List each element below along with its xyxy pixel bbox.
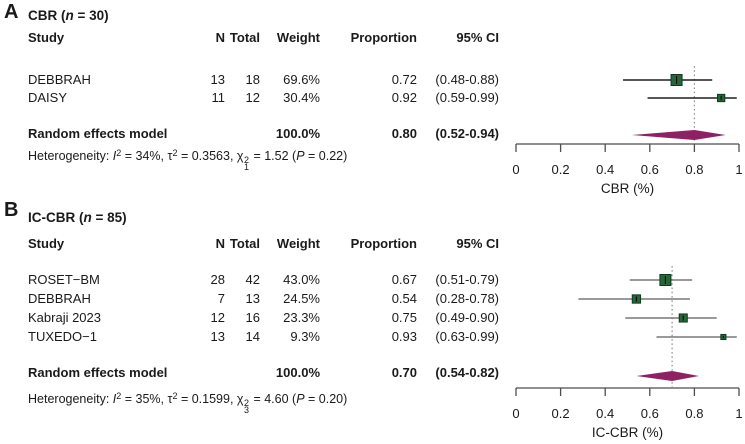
axis-tick-label: 0.8 <box>685 406 703 421</box>
cell-study: Random effects model <box>28 365 168 380</box>
cell-total: 13 <box>245 291 260 306</box>
cell-proportion: 0.80 <box>391 126 417 141</box>
cell-study: TUXEDO−1 <box>28 329 97 344</box>
cell-n: 7 <box>217 291 225 306</box>
panel-label: B <box>4 199 19 221</box>
cell-study: Random effects model <box>28 126 168 141</box>
column-header-proportion: Proportion <box>350 236 417 251</box>
axis-tick-label: 0 <box>512 406 519 421</box>
cell-weight: 23.3% <box>283 310 320 325</box>
cell-ci: (0.28-0.78) <box>435 291 499 306</box>
pooled-diamond <box>631 130 726 140</box>
axis-tick-label: 1 <box>735 406 742 421</box>
column-header-weight: Weight <box>276 30 320 45</box>
column-header-n: N <box>215 236 225 251</box>
column-header-total: Total <box>229 236 260 251</box>
cell-total: 18 <box>245 72 260 87</box>
column-header-ci: 95% CI <box>456 236 499 251</box>
forest-plot-svg: 0 0.2 0.4 0.6 0.8 1 CBR (%) <box>512 66 743 196</box>
cell-ci: (0.49-0.90) <box>435 310 499 325</box>
cell-weight: 100.0% <box>275 365 320 380</box>
axis-tick-label: 0 <box>512 162 519 177</box>
axis-tick-label: 0.2 <box>552 406 570 421</box>
forest-plot-svg: 0 0.2 0.4 0.6 0.8 1 IC-CBR (%) <box>512 266 743 440</box>
axis-tick-label: 1 <box>735 162 742 177</box>
pooled-diamond <box>636 371 699 381</box>
cell-ci: (0.59-0.99) <box>435 90 499 105</box>
panel-title: CBR (n = 30) <box>28 8 109 23</box>
panel-cbr: A CBR (n = 30) Study N Total Weight Proporti… <box>0 0 745 198</box>
cell-n: 13 <box>210 329 225 344</box>
column-header-proportion: Proportion <box>350 30 417 45</box>
x-axis-label: IC-CBR (%) <box>592 425 663 440</box>
cell-weight: 69.6% <box>283 72 320 87</box>
column-header-ci: 95% CI <box>456 30 499 45</box>
cell-total: 42 <box>245 272 260 287</box>
cell-n: 13 <box>210 72 225 87</box>
column-header-weight: Weight <box>276 236 320 251</box>
cell-ci: (0.63-0.99) <box>435 329 499 344</box>
axis-tick-label: 0.6 <box>641 162 659 177</box>
cell-weight: 100.0% <box>275 126 320 141</box>
cell-weight: 9.3% <box>290 329 320 344</box>
cell-ci: (0.54-0.82) <box>435 365 499 380</box>
axis-tick-label: 0.8 <box>685 162 703 177</box>
cell-ci: (0.51-0.79) <box>435 272 499 287</box>
axis-tick-label: 0.6 <box>641 406 659 421</box>
cell-weight: 43.0% <box>283 272 320 287</box>
cell-proportion: 0.75 <box>391 310 417 325</box>
cell-study: DEBBRAH <box>28 72 91 87</box>
column-header-study: Study <box>28 30 65 45</box>
panel-title: IC-CBR (n = 85) <box>28 210 127 225</box>
cell-proportion: 0.54 <box>391 291 417 306</box>
cell-proportion: 0.93 <box>391 329 417 344</box>
column-header-n: N <box>215 30 225 45</box>
cell-ci: (0.48-0.88) <box>435 72 499 87</box>
cell-proportion: 0.92 <box>391 90 417 105</box>
x-axis-label: CBR (%) <box>601 181 654 196</box>
cell-proportion: 0.72 <box>391 72 417 87</box>
cell-weight: 30.4% <box>283 90 320 105</box>
cell-total: 16 <box>245 310 260 325</box>
cell-weight: 24.5% <box>283 291 320 306</box>
cell-study: ROSET−BM <box>28 272 100 287</box>
cell-total: 12 <box>245 90 260 105</box>
cell-proportion: 0.67 <box>391 272 417 287</box>
column-header-study: Study <box>28 236 65 251</box>
cell-study: DAISY <box>28 90 68 105</box>
cell-ci: (0.52-0.94) <box>435 126 499 141</box>
cell-study: DEBBRAH <box>28 291 91 306</box>
cell-n: 28 <box>210 272 225 287</box>
cell-n: 11 <box>211 90 226 105</box>
cell-total: 14 <box>245 329 260 344</box>
axis-tick-label: 0.2 <box>552 162 570 177</box>
cell-study: Kabraji 2023 <box>28 310 101 325</box>
cell-n: 12 <box>210 310 225 325</box>
axis-tick-label: 0.4 <box>596 406 614 421</box>
column-header-total: Total <box>229 30 260 45</box>
cell-proportion: 0.70 <box>391 365 417 380</box>
panel-ic-cbr: B IC-CBR (n = 85) Study N Total Weight Propo… <box>0 198 745 444</box>
panel-label: A <box>4 1 19 23</box>
axis-tick-label: 0.4 <box>596 162 614 177</box>
